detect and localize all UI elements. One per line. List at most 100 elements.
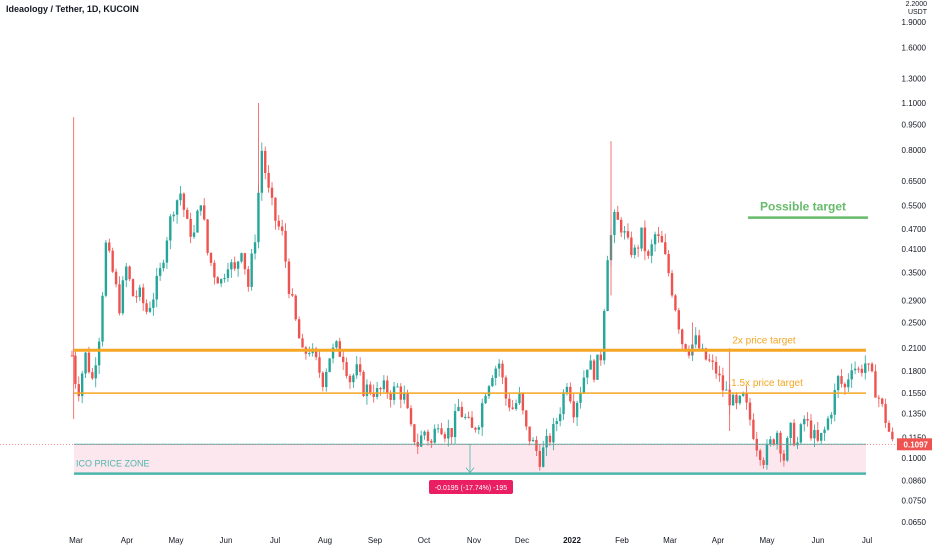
ico-zone-label: ICO PRICE ZONE <box>76 459 150 469</box>
candle-body <box>321 372 325 388</box>
candle-body <box>789 422 792 439</box>
candle-body <box>542 447 545 467</box>
candle-body <box>443 434 447 439</box>
candle-body <box>589 360 592 370</box>
candle-body <box>874 371 877 398</box>
candle-body <box>287 261 291 294</box>
top-price-tick: 2.2000 <box>905 1 927 8</box>
measure-arrow-head <box>465 467 475 474</box>
candle-body <box>826 418 830 430</box>
candle-body <box>508 398 511 408</box>
candle-body <box>189 218 192 237</box>
y-tick-label: 1.1000 <box>902 99 927 108</box>
candle-body <box>240 253 243 262</box>
candle-body <box>97 341 101 366</box>
candle-body <box>409 408 413 425</box>
candle-body <box>853 368 857 371</box>
candle-body <box>165 240 169 263</box>
candle-body <box>731 394 735 406</box>
candle-body <box>847 379 850 388</box>
candle-body <box>762 460 765 465</box>
candle-body <box>274 197 277 221</box>
candle-body <box>450 428 453 438</box>
candle-body <box>538 450 542 467</box>
candle-body <box>80 373 84 397</box>
candle-body <box>840 376 843 384</box>
candle-body <box>94 365 97 379</box>
candle-body <box>101 295 104 342</box>
candle-body <box>514 403 518 409</box>
two-x-label: 2x price target <box>732 335 796 346</box>
candle-body <box>792 422 796 446</box>
candle-body <box>226 269 230 278</box>
candle-body <box>653 234 657 245</box>
candle-body <box>867 363 870 365</box>
candle-body <box>84 352 87 374</box>
candle-body <box>382 380 386 390</box>
y-tick-label: 1.9000 <box>902 18 927 27</box>
candle-body <box>213 262 216 278</box>
one-five-x-label: 1.5x price target <box>731 378 803 389</box>
x-tick-label: Jul <box>270 536 280 545</box>
candle-body <box>297 319 301 339</box>
y-tick-label: 0.5500 <box>902 202 927 211</box>
measure-label-bg <box>429 480 513 494</box>
candle-body <box>565 386 569 393</box>
candle-body <box>813 429 816 439</box>
measure-label: -0.0195 (-17.74%) -195 <box>435 485 507 492</box>
candle-body <box>209 252 213 263</box>
candle-body <box>206 219 209 253</box>
candle-body <box>70 355 74 357</box>
candle-body <box>480 403 484 428</box>
candle-body <box>640 227 643 249</box>
x-tick-label: Oct <box>418 536 431 545</box>
candle-body <box>664 242 667 255</box>
candle-body <box>548 435 552 443</box>
candle-body <box>714 361 718 374</box>
candle-body <box>223 277 226 280</box>
candle-body <box>674 295 677 311</box>
candle-body <box>230 262 233 270</box>
candle-body <box>436 428 440 430</box>
y-tick-label: 1.6000 <box>902 44 927 53</box>
candle-body <box>765 443 769 465</box>
y-tick-label: 0.1350 <box>902 410 927 419</box>
candle-body <box>141 287 145 304</box>
candle-body <box>328 358 331 372</box>
candle-body <box>881 398 884 405</box>
candle-body <box>236 261 240 269</box>
y-tick-label: 0.1000 <box>902 454 927 463</box>
x-tick-label: Nov <box>467 536 481 545</box>
candle-body <box>111 250 114 272</box>
candle-body <box>460 406 464 418</box>
candle-body <box>108 242 111 251</box>
x-tick-label: Apr <box>712 536 725 545</box>
candle-body <box>494 368 497 379</box>
candle-body <box>619 219 623 233</box>
candle-body <box>389 393 392 400</box>
candle-body <box>884 404 887 423</box>
currency-unit: USDT <box>907 9 927 16</box>
candle-body <box>531 439 535 442</box>
possible-target-label: Possible target <box>760 200 846 214</box>
y-tick-label: 0.4700 <box>902 225 927 234</box>
candle-body <box>172 214 175 217</box>
candle-body <box>670 273 674 296</box>
candle-body <box>131 279 135 297</box>
candle-body <box>769 439 772 444</box>
candle-body <box>491 378 494 387</box>
candle-body <box>467 416 470 418</box>
candle-body <box>555 421 558 424</box>
candle-body <box>694 335 697 345</box>
candle-body <box>175 200 179 215</box>
candle-body <box>179 193 182 201</box>
candle-body <box>535 439 538 451</box>
candle-body <box>345 362 348 377</box>
y-tick-label: 0.3500 <box>902 269 927 278</box>
candle-body <box>647 251 650 256</box>
candle-body <box>145 303 148 312</box>
candle-body <box>74 355 77 385</box>
candle-body <box>352 375 355 383</box>
